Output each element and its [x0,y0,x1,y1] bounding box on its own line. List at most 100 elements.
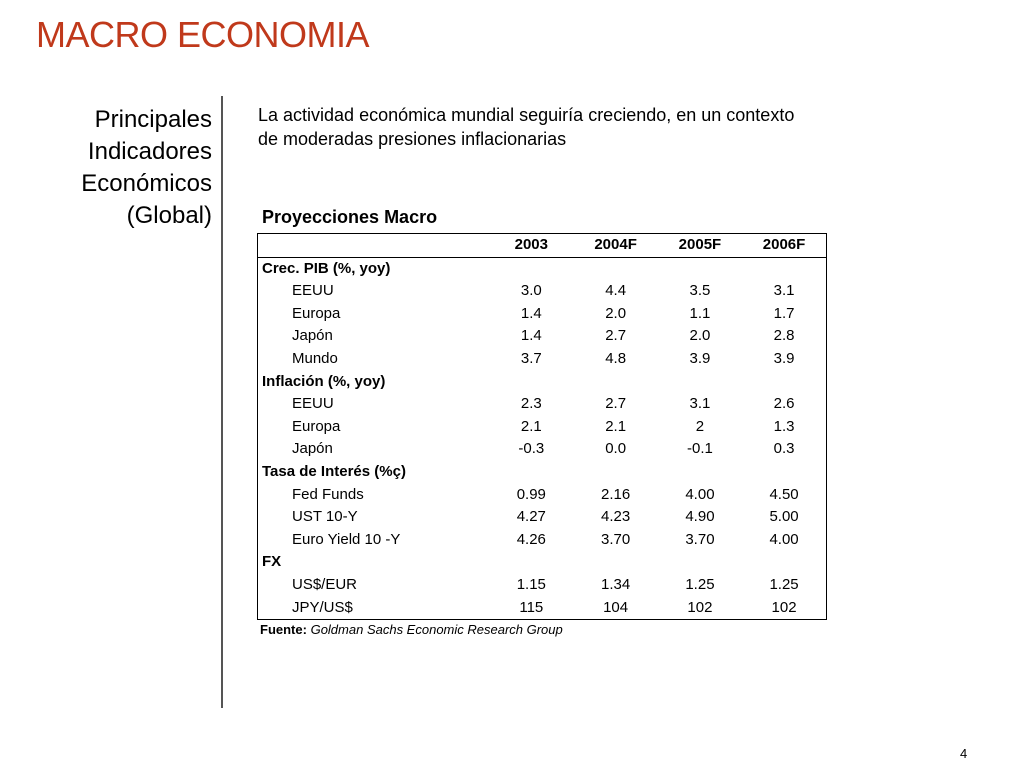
row-label: US$/EUR [292,575,358,593]
side-heading-line: Indicadores [87,138,212,165]
cell-value: 4.8 [605,349,627,367]
row-label: UST 10-Y [292,508,358,526]
table-row: EEUU 2.3 2.7 3.1 2.6 [258,393,827,416]
cell-value: 4.26 [516,530,546,548]
row-label: Europa [292,417,341,435]
cell-value: 1.3 [773,417,795,435]
cell-value: 2.3 [520,395,542,413]
cell-value: 104 [603,598,629,616]
cell-value: 1.15 [516,575,546,593]
cell-value: 2.1 [520,417,542,435]
cell-value: 3.9 [773,349,795,367]
cell-value: 3.9 [689,349,711,367]
section-row-fx: FX [258,551,827,574]
cell-value: 3.0 [520,282,542,300]
cell-value: 1.4 [520,304,542,322]
row-label: Mundo [292,349,338,367]
row-label: JPY/US$ [292,598,353,616]
row-label: Europa [292,304,341,322]
table-row: JPY/US$ 115 104 102 102 [258,597,827,620]
row-label: Japón [292,327,333,345]
table-row: Mundo 3.7 4.8 3.9 3.9 [258,348,827,371]
table-header-row: 2003 2004F 2005F 2006F [257,233,827,258]
cell-value: 3.5 [689,282,711,300]
cell-value: 2.7 [605,327,627,345]
table-row: Euro Yield 10 -Y 4.26 3.70 3.70 4.00 [258,529,827,552]
cell-value: 4.90 [685,508,715,526]
cell-value: 4.00 [769,530,799,548]
section-label: Crec. PIB (%, yoy) [262,259,391,277]
cell-value: 1.4 [520,327,542,345]
cell-value: 1.25 [769,575,799,593]
cell-value: 4.50 [769,485,799,503]
side-heading-line: Principales [94,106,212,133]
column-header: 2006F [742,233,827,258]
table-row: Japón -0.3 0.0 -0.1 0.3 [258,438,827,461]
cell-value: 2.0 [689,327,711,345]
source-note: Fuente: Goldman Sachs Economic Research … [260,622,563,637]
table-row: Fed Funds 0.99 2.16 4.00 4.50 [258,484,827,507]
row-label: Fed Funds [292,485,364,503]
table-row: Japón 1.4 2.7 2.0 2.8 [258,325,827,348]
cell-value: 3.70 [601,530,631,548]
table-row: Europa 1.4 2.0 1.1 1.7 [258,303,827,326]
row-label: Japón [292,440,333,458]
cell-value: 3.7 [520,349,542,367]
section-row-gdp: Crec. PIB (%, yoy) [258,257,827,280]
slide-title: MACRO ECONOMIA [36,14,370,55]
cell-value: 3.70 [685,530,715,548]
table-row: Europa 2.1 2.1 2 1.3 [258,416,827,439]
cell-value: 115 [519,598,544,616]
side-heading-line: Económicos [81,170,212,197]
row-label: EEUU [292,282,334,300]
source-label: Fuente: [260,622,307,637]
cell-value: 2 [695,417,705,435]
cell-value: 1.7 [773,304,795,322]
cell-value: -0.1 [687,440,713,458]
source-text: Goldman Sachs Economic Research Group [310,622,563,637]
cell-value: 4.00 [685,485,715,503]
cell-value: 2.16 [601,485,631,503]
section-label: Tasa de Interés (%ç) [262,462,406,480]
cell-value: 0.99 [516,485,546,503]
slide-subtitle: La actividad económica mundial seguiría … [258,105,795,149]
table-title: Proyecciones Macro [262,207,438,227]
column-header: 2004F [573,233,658,258]
cell-value: 4.27 [516,508,546,526]
cell-value: 1.1 [689,304,711,322]
cell-value: 102 [771,598,797,616]
cell-value: 0.3 [773,440,795,458]
cell-value: 4.23 [601,508,631,526]
column-header: 2005F [657,233,743,258]
vertical-divider [221,96,223,708]
section-label: FX [262,553,282,571]
cell-value: 2.1 [605,417,627,435]
cell-value: 3.1 [773,282,795,300]
side-heading-line: (Global) [126,202,212,229]
table-row: US$/EUR 1.15 1.34 1.25 1.25 [258,574,827,597]
table-row: UST 10-Y 4.27 4.23 4.90 5.00 [258,506,827,529]
cell-value: 1.34 [601,575,631,593]
cell-value: 4.4 [605,282,627,300]
cell-value: 3.1 [689,395,711,413]
cell-value: -0.3 [518,440,545,458]
page-number: 4 [960,746,968,761]
section-row-interest-rate: Tasa de Interés (%ç) [258,461,827,484]
cell-value: 5.00 [769,508,799,526]
column-header: 2003 [489,233,574,258]
section-label: Inflación (%, yoy) [262,372,386,390]
table-row: EEUU 3.0 4.4 3.5 3.1 [258,280,827,303]
cell-value: 2.7 [605,395,627,413]
row-label: Euro Yield 10 -Y [292,530,401,548]
side-heading: Principales Indicadores Económicos (Glob… [40,104,212,232]
row-label: EEUU [292,395,334,413]
cell-value: 102 [687,598,713,616]
cell-value: 2.0 [605,304,627,322]
projections-table: 2003 2004F 2005F 2006F Crec. PIB (%, yoy… [257,233,827,621]
cell-value: 2.8 [773,327,795,345]
cell-value: 1.25 [685,575,715,593]
cell-value: 0.0 [605,440,627,458]
cell-value: 2.6 [773,395,795,413]
header-blank-cell [257,233,490,258]
section-row-inflation: Inflación (%, yoy) [258,371,827,394]
